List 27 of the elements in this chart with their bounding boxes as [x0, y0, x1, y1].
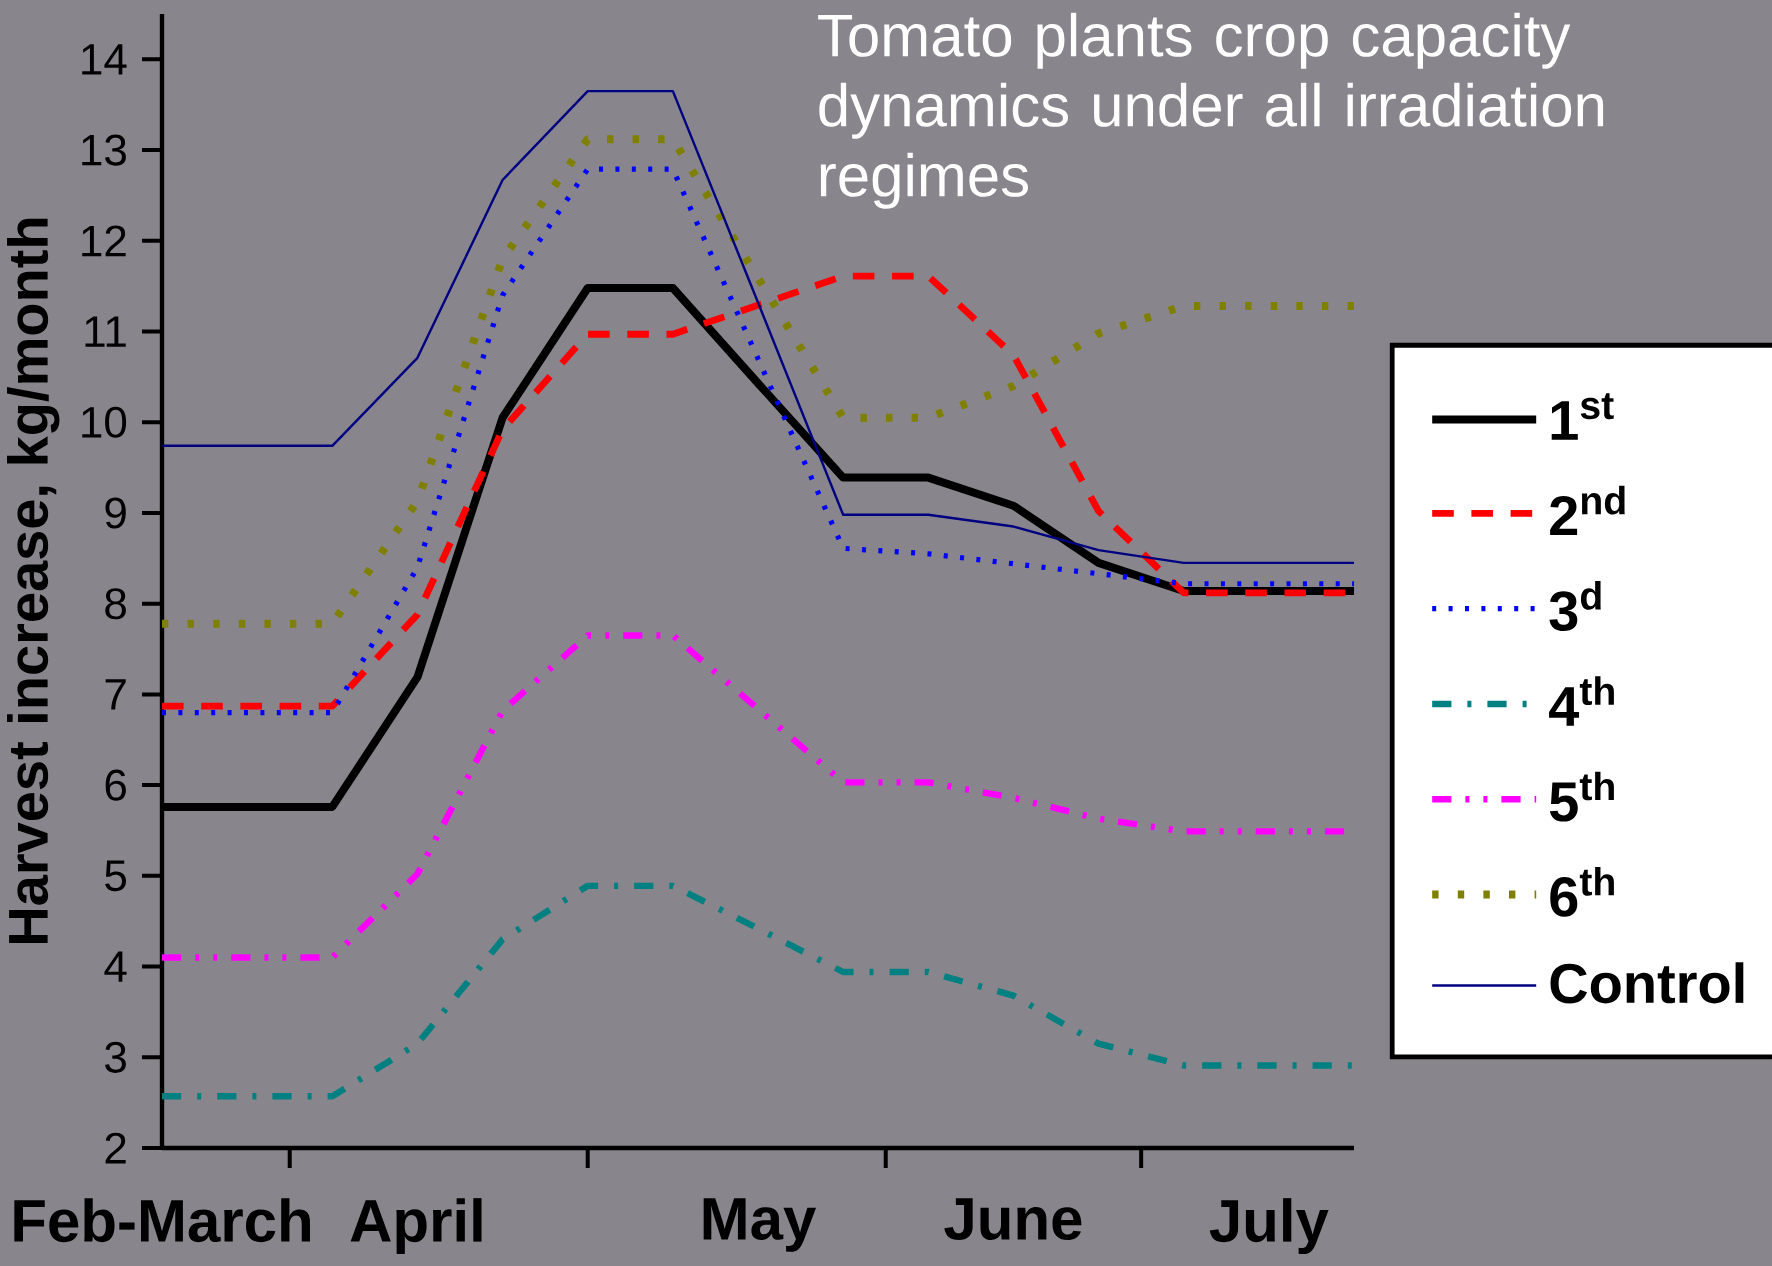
y-tick-label: 8: [105, 588, 126, 620]
y-tick-label: 10: [82, 406, 127, 438]
y-tick-label: 2: [105, 1132, 126, 1164]
legend-label: 3$^{d}$: [1549, 581, 1601, 631]
legend-label: 4$^{th}$: [1549, 676, 1614, 726]
legend-label: 2$^{nd}$: [1550, 485, 1625, 536]
x-tick-label: May: [703, 1198, 817, 1252]
x-tick-label: June: [944, 1198, 1082, 1240]
y-tick-label: 7: [105, 679, 126, 710]
x-tick-label: April: [350, 1198, 482, 1255]
y-tick-label: 5: [105, 860, 126, 892]
y-tick-label: 4: [104, 951, 127, 982]
y-tick-label: 14: [82, 44, 127, 75]
y-tick-label: 6: [105, 769, 126, 801]
legend-label: 6$^{th}$: [1550, 866, 1614, 917]
y-tick-label: 9: [105, 497, 126, 529]
legend-label: Control: [1550, 962, 1744, 1004]
text: Tomato plants crop capacity dynamics under all irradiation regimes: [818, 12, 1604, 209]
legend-label: 1$^{st}$: [1551, 393, 1614, 440]
y-tick-label: 11: [85, 316, 126, 347]
y-tick-label: 13: [82, 134, 126, 166]
y-tick-label: 3: [105, 1041, 126, 1073]
legend-label: 5$^{th}$: [1549, 771, 1614, 822]
y-axis-title: Harvest increase, kg/month: [7, 218, 60, 943]
y-tick-label: 12: [82, 225, 126, 257]
x-tick-label: Feb-March: [14, 1198, 310, 1243]
x-tick-label: July: [1209, 1198, 1329, 1255]
